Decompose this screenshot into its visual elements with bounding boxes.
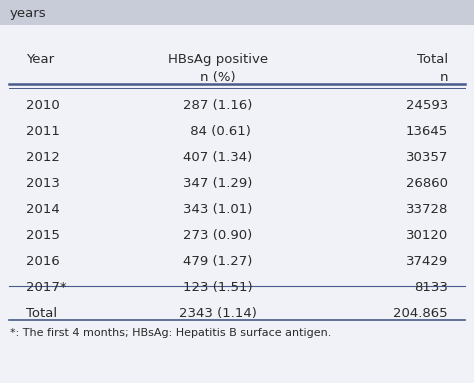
Text: 2014: 2014 bbox=[26, 203, 60, 216]
Text: 13645: 13645 bbox=[406, 125, 448, 138]
Text: 33728: 33728 bbox=[406, 203, 448, 216]
Text: 2343 (1.14): 2343 (1.14) bbox=[179, 307, 257, 320]
Text: 204.865: 204.865 bbox=[393, 307, 448, 320]
Text: 84 (0.61): 84 (0.61) bbox=[186, 125, 250, 138]
Text: *: The first 4 months; HBsAg: Hepatitis B surface antigen.: *: The first 4 months; HBsAg: Hepatitis … bbox=[10, 328, 331, 338]
Text: 2010: 2010 bbox=[26, 99, 60, 112]
Text: n: n bbox=[439, 71, 448, 84]
Text: n (%): n (%) bbox=[200, 71, 236, 84]
Text: 407 (1.34): 407 (1.34) bbox=[183, 151, 253, 164]
Text: 24593: 24593 bbox=[406, 99, 448, 112]
Text: HBsAg positive: HBsAg positive bbox=[168, 53, 268, 66]
Text: Year: Year bbox=[26, 53, 54, 66]
Text: 2016: 2016 bbox=[26, 255, 60, 268]
Text: 2017*: 2017* bbox=[26, 281, 67, 294]
Text: 26860: 26860 bbox=[406, 177, 448, 190]
Text: years: years bbox=[10, 7, 46, 20]
Text: 37429: 37429 bbox=[406, 255, 448, 268]
Text: 123 (1.51): 123 (1.51) bbox=[183, 281, 253, 294]
Text: Total: Total bbox=[417, 53, 448, 66]
Text: 287 (1.16): 287 (1.16) bbox=[183, 99, 253, 112]
Text: 343 (1.01): 343 (1.01) bbox=[183, 203, 253, 216]
Text: 273 (0.90): 273 (0.90) bbox=[183, 229, 253, 242]
Text: 30357: 30357 bbox=[406, 151, 448, 164]
Text: Total: Total bbox=[26, 307, 57, 320]
Text: 479 (1.27): 479 (1.27) bbox=[183, 255, 253, 268]
Text: 2012: 2012 bbox=[26, 151, 60, 164]
Text: 2013: 2013 bbox=[26, 177, 60, 190]
Text: 8133: 8133 bbox=[414, 281, 448, 294]
Text: 30120: 30120 bbox=[406, 229, 448, 242]
Text: 2011: 2011 bbox=[26, 125, 60, 138]
Bar bbox=[0, 0, 474, 25]
Text: 2015: 2015 bbox=[26, 229, 60, 242]
Text: 347 (1.29): 347 (1.29) bbox=[183, 177, 253, 190]
